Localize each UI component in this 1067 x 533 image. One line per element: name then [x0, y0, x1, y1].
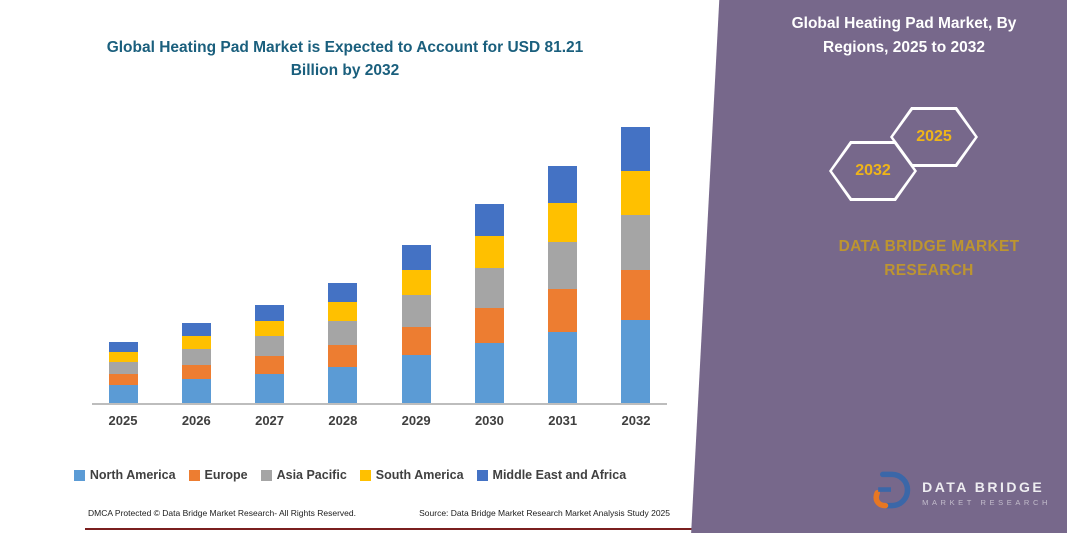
bar-segment-europe — [474, 307, 504, 344]
bar-segment-asia-pacific — [401, 295, 431, 327]
hexagon-2025-inner: 2025 — [893, 110, 975, 164]
bar-segment-north-america — [474, 343, 504, 403]
bar-segment-europe — [255, 356, 285, 374]
legend-label: Asia Pacific — [276, 468, 347, 482]
bar-segment-asia-pacific — [255, 336, 285, 357]
bar-segment-europe — [621, 270, 651, 320]
bar-2028 — [320, 283, 366, 403]
bar-segment-middle-east-and-africa — [621, 126, 651, 172]
bar-2026 — [173, 323, 219, 403]
legend-item-middle-east-and-africa: Middle East and Africa — [476, 468, 627, 482]
bar-segment-south-america — [621, 171, 651, 216]
bar-segment-europe — [181, 364, 211, 380]
footer: DMCA Protected © Data Bridge Market Rese… — [88, 508, 670, 518]
x-tick-label-2030: 2030 — [474, 413, 504, 428]
bottom-divider — [85, 528, 703, 530]
logo-text-tagline: MARKET RESEARCH — [922, 497, 1051, 507]
bar-segment-north-america — [548, 331, 578, 403]
bar-segment-middle-east-and-africa — [474, 203, 504, 236]
bar-segment-asia-pacific — [108, 361, 138, 374]
brand-line-2: RESEARCH — [884, 262, 974, 280]
chart-legend: North America Europe Asia Pacific South Ame… — [50, 468, 650, 482]
legend-item-north-america: North America — [73, 468, 176, 482]
legend-item-europe: Europe — [188, 468, 248, 482]
bar-segment-north-america — [328, 367, 358, 403]
logo-text-name: DATA BRIDGE — [922, 478, 1045, 495]
bar-segment-north-america — [108, 384, 138, 403]
brand-line-1: DATA BRIDGE MARKET — [838, 238, 1020, 255]
legend-item-south-america: South America — [359, 468, 464, 482]
hexagon-2032-label: 2032 — [855, 162, 891, 179]
bar-segment-south-america — [401, 270, 431, 296]
bar-segment-south-america — [474, 235, 504, 268]
legend-swatch — [260, 469, 272, 481]
legend-label: Middle East and Africa — [492, 468, 627, 482]
bar-segment-north-america — [181, 379, 211, 403]
bar-2032 — [613, 126, 659, 403]
x-axis-labels: 2025 2026 2027 2028 2029 2030 2031 2032 — [92, 413, 667, 428]
bar-2029 — [393, 244, 439, 403]
bar-segment-south-america — [548, 203, 578, 242]
bar-segment-north-america — [255, 373, 285, 403]
bar-segment-asia-pacific — [474, 267, 504, 308]
hexagon-2032-inner: 2032 — [832, 144, 914, 198]
bar-segment-middle-east-and-africa — [181, 323, 211, 337]
bar-2030 — [466, 203, 512, 403]
bar-segment-middle-east-and-africa — [548, 165, 578, 204]
dmca-notice: DMCA Protected © Data Bridge Market Rese… — [88, 508, 356, 518]
bar-segment-north-america — [621, 320, 651, 403]
legend-label: South America — [375, 468, 464, 482]
bar-segment-asia-pacific — [548, 241, 578, 290]
bar-segment-middle-east-and-africa — [108, 341, 138, 352]
data-bridge-logo-icon — [869, 468, 913, 517]
bar-segment-europe — [328, 345, 358, 367]
x-tick-label-2031: 2031 — [548, 413, 578, 428]
legend-label: Europe — [204, 468, 248, 482]
source-note: Source: Data Bridge Market Research Mark… — [419, 508, 670, 518]
bar-segment-europe — [548, 289, 578, 332]
plot-area — [92, 118, 667, 405]
brand-wordmark: DATA BRIDGE MARKET RESEARCH — [795, 235, 1063, 283]
bar-segment-middle-east-and-africa — [328, 283, 358, 303]
bar-2025 — [100, 341, 146, 403]
bar-2031 — [540, 165, 586, 403]
x-tick-label-2028: 2028 — [328, 413, 358, 428]
side-panel — [691, 0, 1067, 533]
panel-title: Global Heating Pad Market, By Regions, 2… — [791, 15, 1017, 57]
legend-swatch — [188, 469, 200, 481]
bar-segment-asia-pacific — [328, 321, 358, 346]
x-tick-label-2029: 2029 — [401, 413, 431, 428]
legend-swatch — [476, 469, 488, 481]
bar-segment-middle-east-and-africa — [255, 305, 285, 321]
x-tick-label-2032: 2032 — [621, 413, 651, 428]
bar-segment-south-america — [181, 336, 211, 349]
hexagon-2032: 2032 — [829, 141, 917, 201]
bar-segment-south-america — [108, 351, 138, 362]
legend-swatch — [73, 469, 85, 481]
bar-segment-north-america — [401, 355, 431, 403]
bar-segment-asia-pacific — [181, 348, 211, 365]
legend-swatch — [359, 469, 371, 481]
bar-segment-middle-east-and-africa — [401, 244, 431, 271]
x-tick-label-2026: 2026 — [181, 413, 211, 428]
hexagon-2025-label: 2025 — [916, 128, 952, 145]
hexagon-2025: 2025 — [890, 107, 978, 167]
company-logo: DATA BRIDGE MARKET RESEARCH — [869, 468, 1051, 517]
bar-segment-south-america — [255, 320, 285, 337]
bar-segment-europe — [108, 373, 138, 385]
bar-2027 — [247, 305, 293, 403]
bar-segment-europe — [401, 326, 431, 356]
bar-segment-asia-pacific — [621, 215, 651, 271]
x-tick-label-2027: 2027 — [255, 413, 285, 428]
bar-segment-south-america — [328, 302, 358, 322]
chart-title: Global Heating Pad Market is Expected to… — [106, 39, 584, 80]
legend-label: North America — [89, 468, 176, 482]
legend-item-asia-pacific: Asia Pacific — [260, 468, 347, 482]
x-tick-label-2025: 2025 — [108, 413, 138, 428]
